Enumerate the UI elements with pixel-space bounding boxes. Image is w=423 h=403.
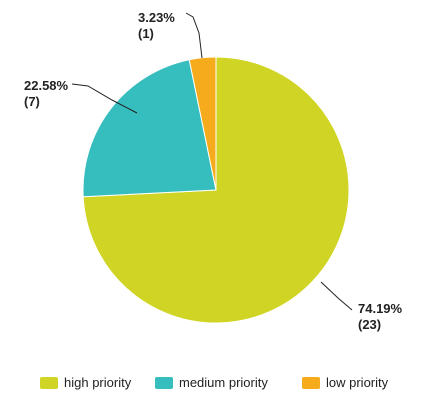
- pie-slice-medium-priority: [82, 59, 217, 198]
- leader-line-medium-priority: [71, 83, 138, 114]
- pie-slices: [82, 56, 350, 324]
- slice-count-label-low-priority: (1): [138, 26, 154, 41]
- legend-swatch-high-priority: [40, 377, 58, 389]
- slice-percent-label-medium-priority: 22.58%: [24, 78, 69, 93]
- legend-label-medium-priority: medium priority: [179, 375, 268, 390]
- legend: high priority medium priority low priority: [40, 375, 389, 390]
- legend-label-high-priority: high priority: [64, 375, 132, 390]
- pie-slice-low-priority: [188, 56, 217, 191]
- leader-line-high-priority: [320, 281, 353, 311]
- leader-line-low-priority: [185, 12, 203, 59]
- slice-count-label-medium-priority: (7): [24, 94, 40, 109]
- legend-swatch-medium-priority: [155, 377, 173, 389]
- slice-percent-label-low-priority: 3.23%: [138, 10, 175, 25]
- slice-percent-label-high-priority: 74.19%: [358, 301, 403, 316]
- legend-label-low-priority: low priority: [326, 375, 389, 390]
- label-leader-lines: [71, 12, 353, 311]
- legend-swatch-low-priority: [302, 377, 320, 389]
- slice-labels: 74.19%(23) 22.58%(7) 3.23%(1): [24, 10, 403, 332]
- slice-count-label-high-priority: (23): [358, 317, 381, 332]
